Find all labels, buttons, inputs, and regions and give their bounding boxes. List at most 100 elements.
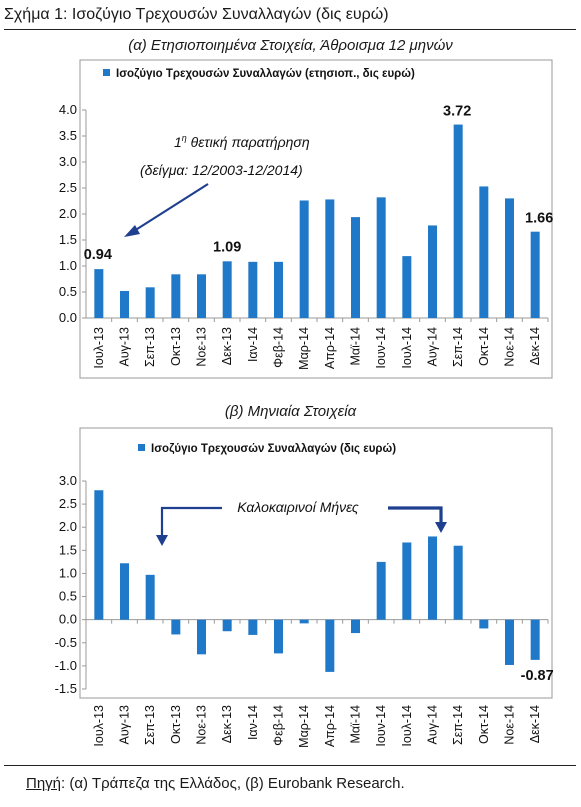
chart-b-x-tick-label: Νοε-13 bbox=[195, 705, 209, 745]
source-rule bbox=[4, 765, 576, 766]
chart-b-bar bbox=[479, 619, 489, 629]
chart-b-bar bbox=[325, 619, 335, 672]
chart-b-legend-label: Ισοζύγιο Τρεχουσών Συναλλαγών (δις ευρώ) bbox=[151, 443, 396, 455]
chart-a-bar bbox=[274, 261, 283, 318]
chart-a-x-tick-label: Ιουν-14 bbox=[374, 327, 388, 369]
chart-b-y-tick-label: 2.0 bbox=[59, 519, 77, 534]
chart-b-bar bbox=[197, 619, 206, 655]
chart-a-x-tick-label: Νοε-14 bbox=[503, 327, 517, 367]
chart-b-right-arrow-line bbox=[388, 506, 443, 523]
chart-a-bar bbox=[94, 269, 104, 318]
chart-a-x-tick-label: Ιουλ-13 bbox=[92, 327, 106, 369]
chart-b-bar bbox=[222, 619, 232, 632]
chart-a-y-tick-label: 2.0 bbox=[59, 206, 77, 221]
chart-a-annotation-arrow-head bbox=[124, 225, 140, 237]
chart-b-bar bbox=[428, 536, 437, 620]
chart-b-bar bbox=[530, 619, 540, 660]
title-rule bbox=[4, 29, 576, 30]
chart-a-x-tick-label: Ιαν-14 bbox=[246, 327, 260, 362]
chart-a-y-tick-label: 0.0 bbox=[59, 310, 77, 325]
chart-b-x-tick-label: Απρ-14 bbox=[323, 705, 337, 747]
chart-a-legend-label: Ισοζύγιο Τρεχουσών Συναλλαγών (ετησιοπ.,… bbox=[116, 68, 415, 80]
chart-b-title: (β) Μηνιαία Στοιχεία bbox=[224, 403, 357, 420]
chart-b-bar bbox=[351, 619, 360, 634]
chart-b-y-tick-label: -1.0 bbox=[55, 658, 77, 673]
chart-b-data-label: -0.87 bbox=[521, 668, 554, 684]
chart-b-bar bbox=[248, 619, 258, 635]
chart-b-bar bbox=[145, 574, 155, 620]
chart-b-x-tick-label: Οκτ-13 bbox=[169, 705, 183, 744]
chart-b-bar bbox=[402, 542, 412, 620]
source-note: Πηγή: (α) Τράπεζα της Ελλάδος, (β) Eurob… bbox=[26, 775, 405, 792]
chart-a-bar bbox=[453, 124, 463, 318]
chart-a-annotation-arrow-line bbox=[133, 183, 209, 232]
chart-b-bar bbox=[94, 490, 104, 620]
chart-b-y-tick-label: 1.0 bbox=[59, 565, 77, 580]
chart-b-x-tick-label: Φεβ-14 bbox=[272, 705, 286, 746]
chart-a-annotation-line1: 1η θετική παρατήρηση bbox=[174, 133, 310, 150]
chart-b-x-tick-label: Νοε-14 bbox=[503, 705, 517, 745]
chart-a-bar bbox=[505, 198, 514, 318]
chart-b-bar bbox=[505, 619, 514, 665]
chart-b-y-tick-label: 2.5 bbox=[59, 496, 77, 511]
chart-b-x-tick-label: Ιουλ-14 bbox=[400, 705, 414, 747]
chart-a-x-tick-label: Αυγ-13 bbox=[118, 327, 132, 367]
chart-a-y-tick-label: 1.5 bbox=[59, 232, 77, 247]
chart-b-x-tick-label: Δεκ-13 bbox=[220, 705, 234, 743]
chart-b-x-tick-label: Σεπ-13 bbox=[143, 705, 157, 745]
chart-a-bar bbox=[299, 200, 309, 318]
chart-b-y-tick-label: 1.5 bbox=[59, 542, 77, 557]
chart-b-y-tick-label: 3.0 bbox=[59, 473, 77, 488]
chart-b-legend-swatch bbox=[138, 444, 145, 451]
chart-a-y-tick-label: 3.0 bbox=[59, 154, 77, 169]
chart-a-svg: Ισοζύγιο Τρεχουσών Συναλλαγών (ετησιοπ.,… bbox=[59, 59, 553, 379]
chart-b-x-tick-label: Αυγ-13 bbox=[118, 705, 132, 745]
chart-b: Ισοζύγιο Τρεχουσών Συναλλαγών (δις ευρώ)… bbox=[0, 427, 581, 758]
chart-a-bar bbox=[171, 274, 181, 318]
chart-a-bar bbox=[197, 274, 206, 318]
chart-a-y-tick-label: 1.0 bbox=[59, 258, 77, 273]
chart-a: Ισοζύγιο Τρεχουσών Συναλλαγών (ετησιοπ.,… bbox=[0, 59, 581, 390]
chart-b-y-tick-label: 0.0 bbox=[59, 612, 77, 627]
source-text: : (α) Τράπεζα της Ελλάδος, (β) Eurobank … bbox=[61, 775, 405, 792]
chart-b-y-tick-label: -0.5 bbox=[55, 635, 77, 650]
chart-a-bar bbox=[145, 287, 155, 318]
chart-a-bar bbox=[376, 197, 386, 318]
chart-b-annotation-label: Καλοκαιρινοί Μήνες bbox=[237, 499, 359, 515]
chart-a-bar bbox=[530, 231, 540, 318]
chart-b-right-arrow-head bbox=[435, 522, 447, 533]
chart-b-bar bbox=[120, 563, 129, 620]
chart-a-legend-swatch bbox=[103, 69, 110, 76]
chart-a-data-label: 0.94 bbox=[84, 247, 112, 263]
chart-a-y-tick-label: 4.0 bbox=[59, 102, 77, 117]
chart-b-bar bbox=[274, 619, 283, 654]
chart-a-data-label: 1.09 bbox=[213, 239, 241, 255]
chart-a-plot-border bbox=[79, 59, 553, 379]
chart-a-x-tick-label: Φεβ-14 bbox=[272, 327, 286, 368]
chart-a-x-tick-label: Οκτ-14 bbox=[477, 327, 491, 366]
chart-a-bar bbox=[428, 225, 437, 318]
chart-b-y-tick-label: 0.5 bbox=[59, 589, 77, 604]
chart-a-x-tick-label: Νοε-13 bbox=[195, 327, 209, 367]
chart-b-plot-border bbox=[79, 427, 553, 699]
chart-a-x-tick-label: Δεκ-14 bbox=[528, 327, 542, 365]
chart-b-svg: Ισοζύγιο Τρεχουσών Συναλλαγών (δις ευρώ)… bbox=[55, 427, 554, 748]
chart-a-data-label: 3.72 bbox=[443, 104, 471, 120]
chart-a-x-tick-label: Δεκ-13 bbox=[220, 327, 234, 365]
chart-b-x-tick-label: Σεπ-14 bbox=[451, 705, 465, 745]
chart-a-bar bbox=[248, 261, 258, 318]
chart-b-x-tick-label: Ιουν-14 bbox=[374, 705, 388, 747]
chart-a-y-tick-label: 3.5 bbox=[59, 128, 77, 143]
chart-a-x-tick-label: Μαρ-14 bbox=[297, 327, 311, 370]
chart-a-x-tick-label: Οκτ-13 bbox=[169, 327, 183, 366]
chart-b-left-arrow-head bbox=[156, 535, 168, 546]
chart-a-x-tick-label: Σεπ-14 bbox=[451, 327, 465, 367]
chart-b-bar bbox=[453, 545, 463, 620]
chart-b-bar bbox=[299, 619, 309, 624]
chart-b-bar bbox=[171, 619, 181, 635]
chart-a-y-tick-label: 0.5 bbox=[59, 284, 77, 299]
chart-a-bar bbox=[479, 186, 489, 318]
chart-a-x-tick-label: Ιουλ-14 bbox=[400, 327, 414, 369]
figure-title: Σχήμα 1: Ισοζύγιο Τρεχουσών Συναλλαγών (… bbox=[4, 6, 389, 23]
chart-a-title: (α) Ετησιοποιημένα Στοιχεία, Άθροισμα 12… bbox=[128, 37, 453, 54]
